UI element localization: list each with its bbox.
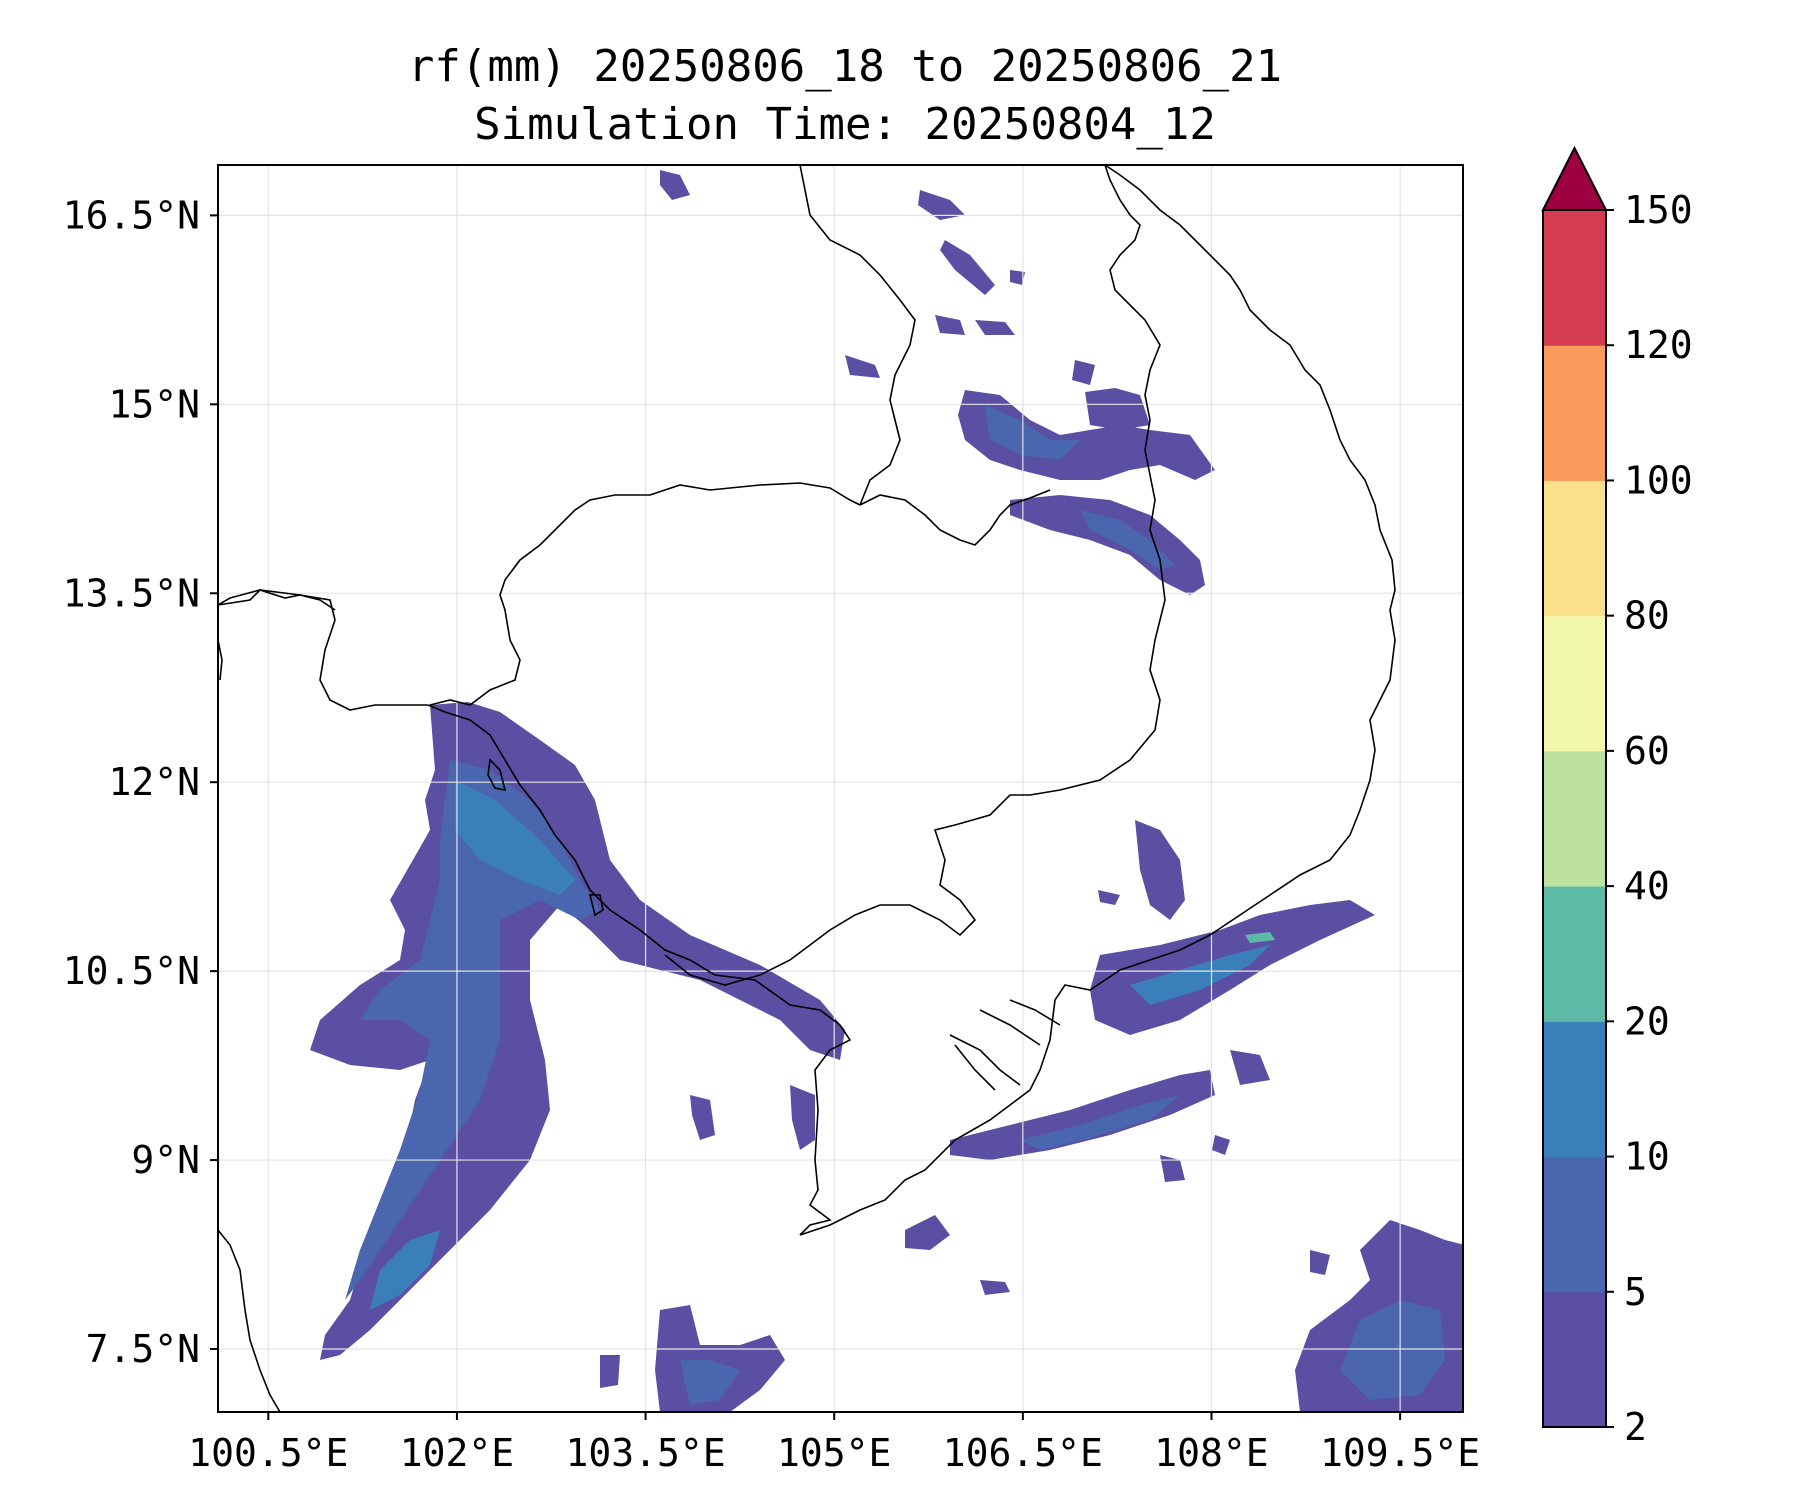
rain-cell-2 [918,190,965,220]
rain-cell-18 [1310,1250,1330,1275]
map-frame [217,164,1464,1413]
lat-tick-label-5: 9°N [131,1138,200,1182]
map-area [218,165,1463,1412]
border-thailand-myanmar [218,589,336,611]
rain-cell-15 [1212,1135,1230,1155]
lat-tick-label-4: 10.5°N [63,949,200,993]
colorbar-segment-4 [1543,750,1606,887]
rain-region-highlands-north-b [1085,388,1150,430]
coastline-gulf-east [427,704,852,1236]
rain-region-highlands-south [1010,495,1205,595]
rain-region-highlands-south-core [1080,510,1175,570]
colorbar-segment-7 [1543,345,1606,481]
lat-tick-label-3: 12°N [108,760,200,804]
rain-cell-6 [845,355,880,378]
border-cambodia-vietnam [664,474,1166,986]
rain-cell-11 [790,1085,815,1150]
border-laos-thailand [799,165,916,506]
rain-region-offshore-band [950,1070,1215,1160]
island-koh-kong [487,758,507,792]
rain-region-southeast-core [1340,1300,1445,1400]
rain-region-highlands-core [985,405,1080,460]
colorbar-label-6: 80 [1624,594,1670,638]
colorbar-frame [1542,209,1607,1428]
gridlines [218,165,1463,1412]
rain-cell-12 [905,1215,950,1250]
coastline-thai-west [218,639,223,681]
lon-tick-label-5: 108°E [1154,1431,1268,1475]
colorbar-label-4: 40 [1624,864,1670,908]
lon-tick-label-3: 105°E [777,1431,891,1475]
colorbar-extend-arrow [1541,145,1608,211]
longitude-ticks: 100.5°E 102°E 103.5°E 105°E 106.5°E 108°E 109.… [188,1412,1480,1475]
colorbar-label-2: 10 [1624,1135,1670,1179]
colorbar-label-9: 150 [1624,188,1693,232]
colorbar-segment-8 [1543,210,1606,346]
colorbar-label-5: 60 [1624,729,1670,773]
colorbar-label-3: 20 [1624,999,1670,1043]
lon-tick-label-6: 109.5°E [1320,1431,1480,1475]
rain-cell-4 [935,315,965,335]
delta-mouths [949,999,1061,1091]
lat-tick-label-2: 13.5°N [63,571,200,615]
border-cambodia-laos [859,489,1051,546]
rain-region-offshore-core [1020,1095,1180,1150]
lon-tick-label-0: 100.5°E [188,1431,348,1475]
rain-region-gulf-heavy-2 [370,1230,440,1310]
precipitation-layer [310,170,1463,1412]
rain-cell-7 [1072,360,1095,385]
rain-cell-8 [1010,270,1025,285]
island-phu-quoc [588,894,604,917]
rain-cell-10 [690,1095,715,1140]
rain-region-gulf-heavy [455,780,575,895]
lat-tick-label-0: 16.5°N [63,193,200,237]
latitude-ticks: 16.5°N 15°N 13.5°N 12°N 10.5°N 9°N 7.5°N [63,193,218,1371]
colorbar-segment-3 [1543,886,1606,1022]
rain-region-south-gulf-core [680,1360,740,1405]
rain-region-delta-heavy [1245,932,1275,943]
border-laos-vietnam [1104,165,1161,476]
rain-cell-14 [1160,1155,1185,1182]
colorbar-segment-2 [1543,1021,1606,1158]
rain-region-delta-core [1130,945,1270,1005]
colorbar-segment-0 [1543,1291,1606,1428]
rain-cell-17 [600,1355,620,1388]
colorbar-label-1: 5 [1624,1270,1647,1314]
colorbar-label-7: 100 [1624,458,1693,502]
lon-tick-label-1: 102°E [400,1431,514,1475]
colorbar-segment-1 [1543,1156,1606,1293]
rain-region-east-highlands [1135,820,1185,920]
map-title: rf(mm) 20250806_18 to 20250806_21 Simula… [0,38,1690,154]
coastlines-and-borders [218,165,1396,1412]
lon-tick-label-2: 103.5°E [565,1431,725,1475]
rain-cell-3 [940,240,995,295]
rain-cell-9 [1098,890,1120,905]
title-line-1: rf(mm) 20250806_18 to 20250806_21 [407,41,1283,92]
rain-region-gulf-core [345,760,600,1300]
colorbar-label-0: 2 [1624,1405,1647,1449]
rain-cell-16 [1230,1050,1270,1085]
lat-tick-label-6: 7.5°N [86,1327,200,1371]
rain-cell-1 [660,170,690,200]
colorbar-segment-6 [1543,480,1606,617]
colorbar-segment-5 [1543,615,1606,752]
colorbar-label-8: 120 [1624,323,1693,367]
coastline-malay [218,1229,281,1412]
lat-tick-label-1: 15°N [108,382,200,426]
rain-cell-13 [980,1280,1010,1295]
coastline-west [218,589,428,711]
title-line-2: Simulation Time: 20250804_12 [474,99,1216,150]
coastline-delta [799,165,1396,1236]
rain-cell-5 [975,320,1015,335]
colorbar: 2 5 10 20 40 60 80 100 120 150 [1541,145,1693,1449]
lon-tick-label-4: 106.5°E [943,1431,1103,1475]
border-cambodia-thailand [429,482,861,706]
